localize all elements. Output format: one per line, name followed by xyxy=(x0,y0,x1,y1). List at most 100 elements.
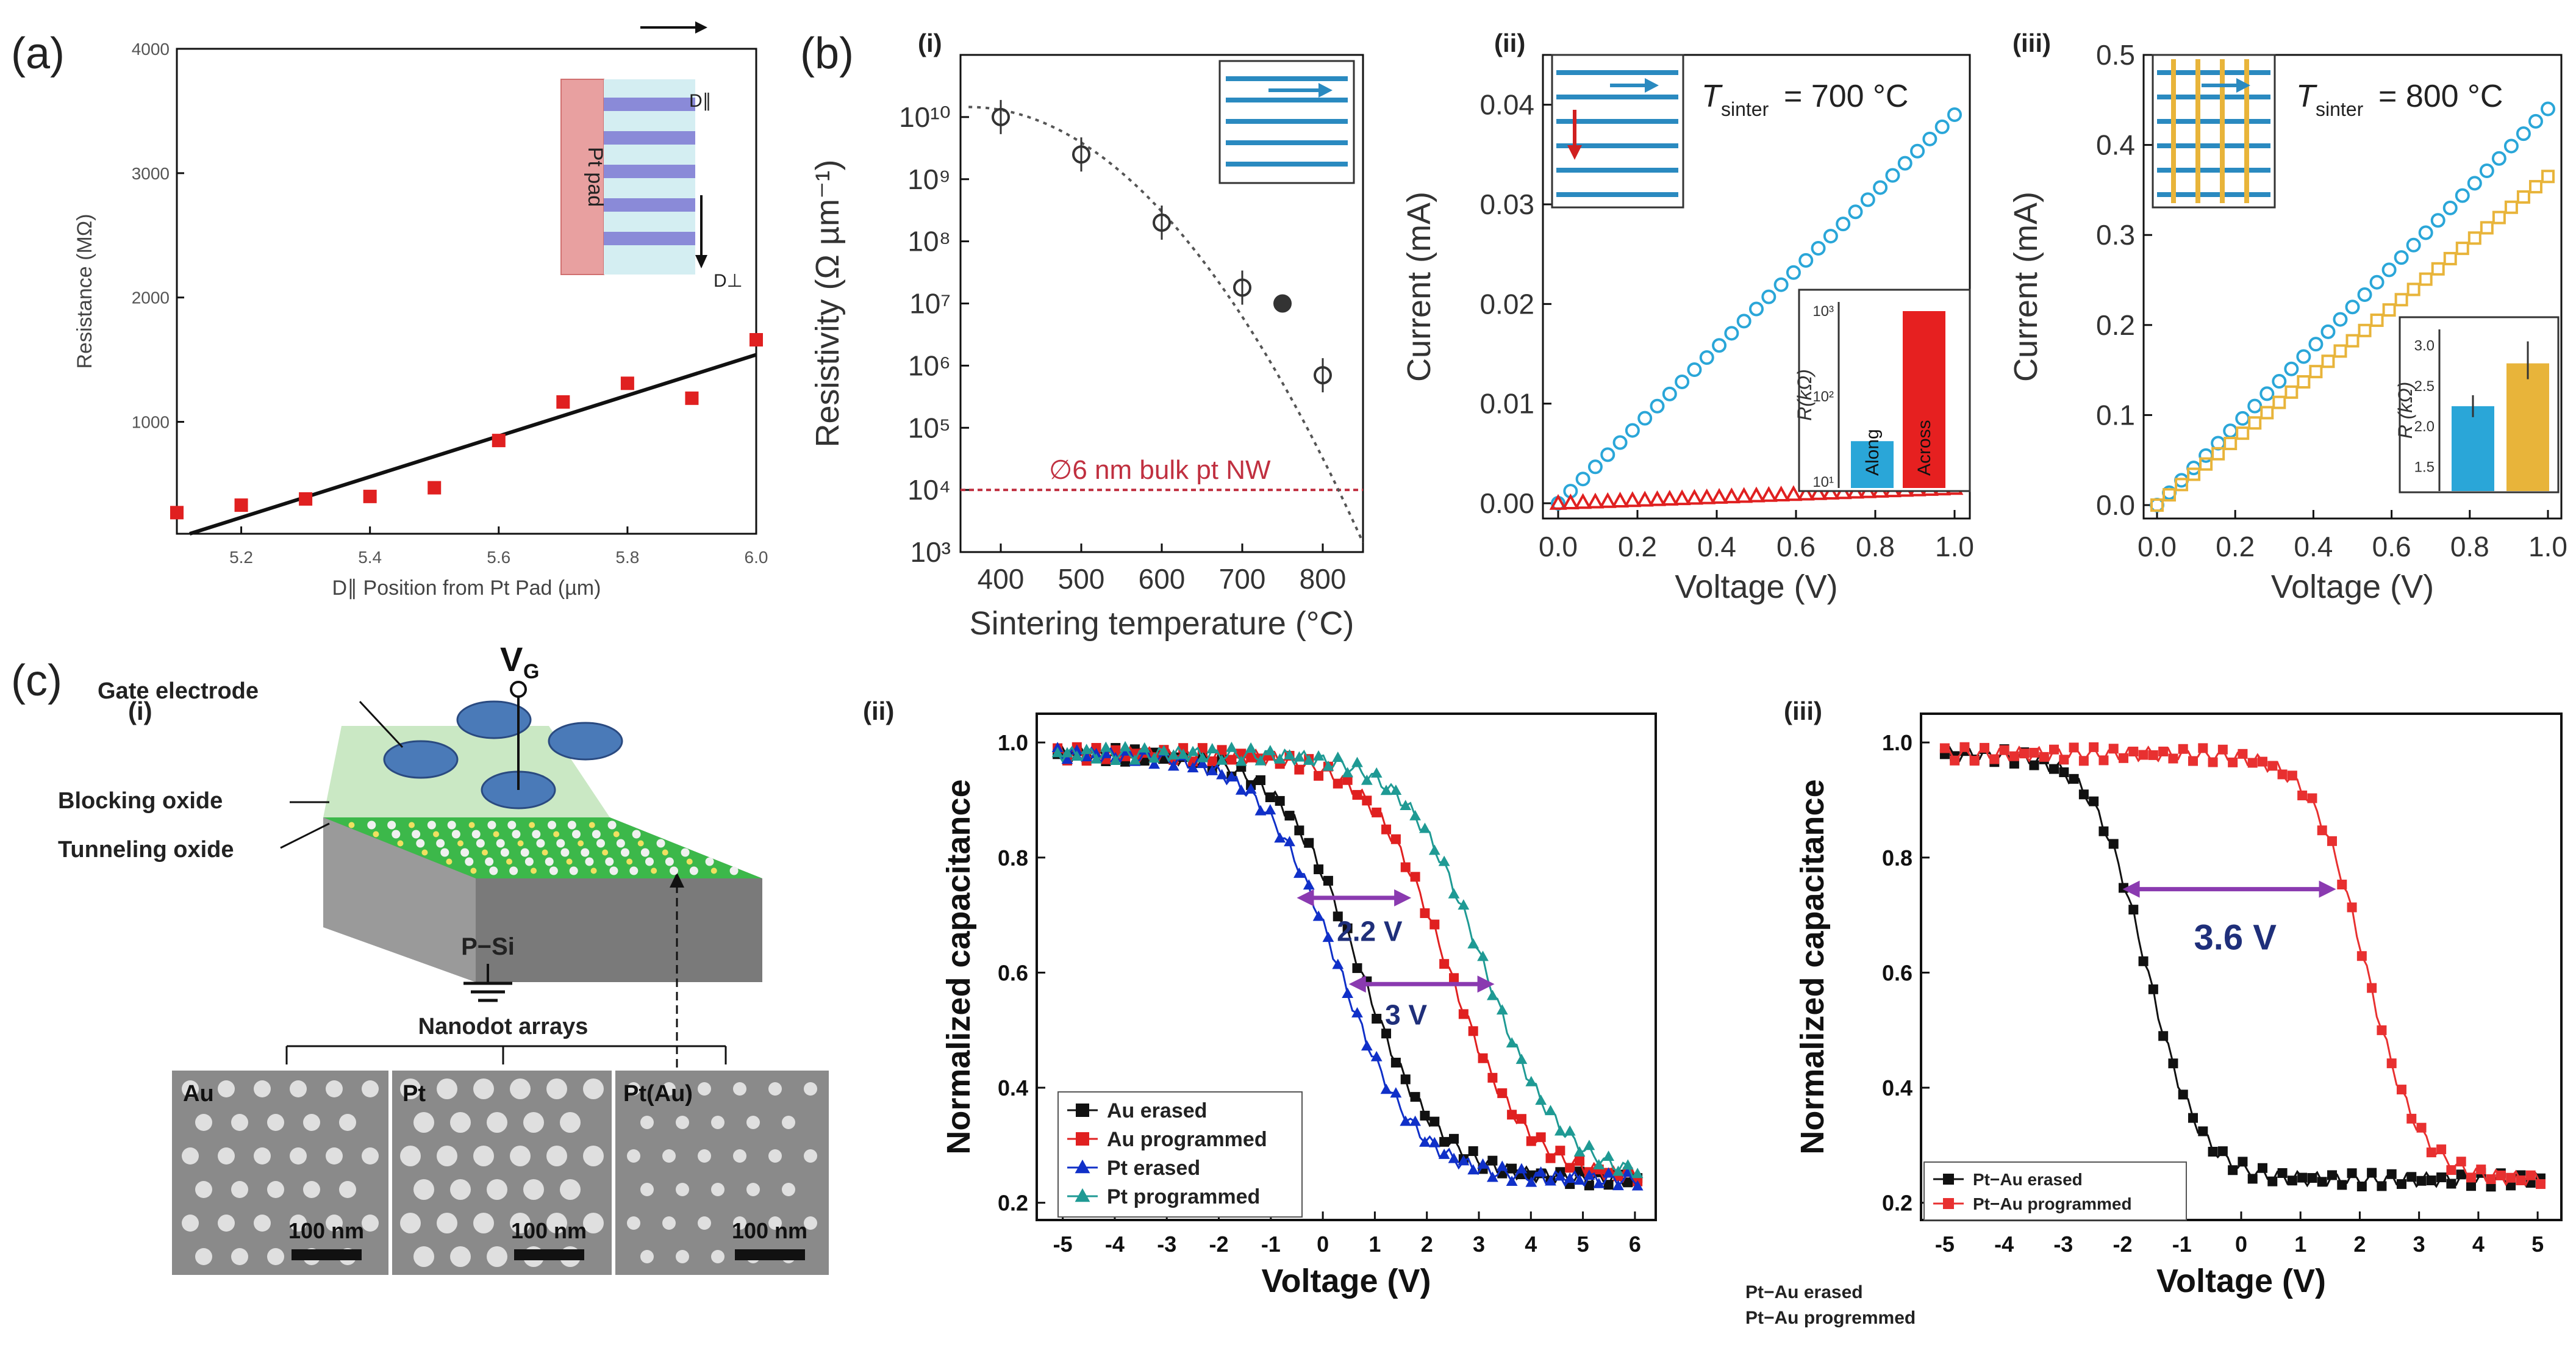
shift-arrow-head xyxy=(1297,889,1314,906)
x-axis-label: Voltage (V) xyxy=(2271,569,2434,605)
wire-line xyxy=(604,98,695,111)
data-point-along xyxy=(2381,262,2397,278)
series-marker xyxy=(1322,760,1334,771)
series-marker xyxy=(2327,1170,2337,1180)
series-marker xyxy=(2098,826,2109,836)
x-tick-label: 0.0 xyxy=(2138,531,2177,562)
sub-label-b-i: (i) xyxy=(918,29,942,57)
series-marker xyxy=(1226,755,1237,765)
nanodot xyxy=(590,867,597,874)
x-tick-label: 0.4 xyxy=(1697,531,1736,562)
wire-line xyxy=(1556,168,1678,173)
y-axis-label: Resistance (MΩ) xyxy=(73,214,96,368)
series-marker xyxy=(1217,745,1227,755)
blocking-oxide-label: Blocking oxide xyxy=(58,788,223,814)
sem-particle xyxy=(733,1149,746,1163)
series-marker xyxy=(1148,752,1161,763)
series-marker xyxy=(2297,790,2308,800)
series-marker xyxy=(2208,1146,2218,1157)
nanodot xyxy=(512,830,521,839)
data-point-along xyxy=(1625,423,1640,438)
x-tick-label: 0.8 xyxy=(2450,531,2489,562)
nanodot xyxy=(532,830,541,839)
sem-particle xyxy=(768,1149,782,1163)
scale-bar-label: 100 nm xyxy=(732,1218,807,1243)
series-line xyxy=(1944,745,2542,1189)
series-marker xyxy=(1372,1013,1382,1024)
chart-b-iii: 0.0 0.2 0.4 0.6 0.8 1.0 0.0 0.1 0.2 0.3 0.4 0.5 Volt… xyxy=(2008,39,2567,605)
nanodot xyxy=(440,848,449,857)
scale-bar-label: 100 nm xyxy=(288,1218,364,1243)
series-marker xyxy=(1323,875,1333,886)
y-axis-label: Normalized capacitance xyxy=(1794,779,1831,1154)
series-marker xyxy=(1400,1074,1411,1085)
wire-line xyxy=(2157,192,2270,197)
data-point-along xyxy=(2320,324,2336,339)
data-point-grid xyxy=(2211,447,2225,461)
across-arrow-head xyxy=(1567,145,1582,160)
x-tick-label: 0.8 xyxy=(1856,531,1895,562)
series-marker xyxy=(1167,749,1179,760)
nanodot xyxy=(468,822,475,828)
x-tick-label: 0.4 xyxy=(2294,531,2333,562)
series-marker xyxy=(1583,1139,1595,1150)
series-marker xyxy=(2168,1058,2178,1069)
data-point-along xyxy=(1736,314,1751,329)
series-marker xyxy=(2287,1175,2297,1186)
series-marker xyxy=(1119,741,1131,752)
series-marker xyxy=(2525,1170,2536,1180)
nanodot xyxy=(729,866,739,875)
sem-particle xyxy=(182,1147,199,1165)
series-marker xyxy=(1235,784,1247,795)
series-marker xyxy=(2208,757,2218,767)
data-point-across xyxy=(1735,487,1753,503)
series-marker xyxy=(2258,1163,2267,1173)
wire-line xyxy=(1556,192,1678,197)
x-tick-label: 1.0 xyxy=(1935,531,1974,562)
series-marker xyxy=(2059,755,2069,765)
series-marker xyxy=(1303,754,1315,765)
data-point-along xyxy=(1662,386,1677,401)
series-marker xyxy=(1265,792,1275,803)
sem-particle xyxy=(698,1149,711,1163)
nanodot xyxy=(436,839,445,848)
y-tick-label: 0.2 xyxy=(998,1191,1028,1216)
data-point-grid xyxy=(2406,282,2420,296)
nanodot xyxy=(556,839,565,848)
series-marker xyxy=(2506,1172,2516,1183)
data-point-along xyxy=(2455,188,2470,203)
x-tick-label: 0.0 xyxy=(1539,531,1578,562)
series-marker xyxy=(1361,1040,1373,1051)
series-marker xyxy=(2217,1146,2228,1157)
gate-disk xyxy=(383,740,459,779)
nanodot xyxy=(387,820,396,830)
chart-a-inset: Pt pad D∥ D⊥ xyxy=(560,21,743,291)
data-point-along xyxy=(1798,253,1814,268)
data-point-along xyxy=(2333,312,2348,327)
series-marker xyxy=(1207,756,1217,767)
series-marker xyxy=(2367,983,2377,993)
inset-y-tick-label: 2.0 xyxy=(2414,418,2435,435)
nanodot xyxy=(621,848,629,857)
y-tick-label: 0.2 xyxy=(2096,309,2135,341)
nanodot xyxy=(348,822,355,828)
y-tick-label: 0.8 xyxy=(998,845,1028,870)
nanodot xyxy=(651,867,657,874)
data-point-along xyxy=(2430,213,2445,228)
sem-particle xyxy=(768,1216,782,1230)
sem-particle xyxy=(326,1080,343,1097)
series-marker xyxy=(2168,753,2178,764)
sem-particle xyxy=(676,1183,689,1196)
series-marker xyxy=(2108,744,2119,754)
nanodot xyxy=(447,820,456,830)
inset-y-tick-label: 3.0 xyxy=(2414,338,2435,354)
scale-bar xyxy=(514,1249,584,1260)
data-point-across xyxy=(1648,490,1666,506)
series-marker xyxy=(1139,742,1151,753)
series-marker xyxy=(1554,1170,1566,1181)
nanodot xyxy=(507,820,517,830)
sem-particle xyxy=(182,1215,199,1232)
nanodot xyxy=(485,857,494,866)
series-marker xyxy=(2158,1031,2169,1041)
sem-particle xyxy=(746,1116,760,1129)
